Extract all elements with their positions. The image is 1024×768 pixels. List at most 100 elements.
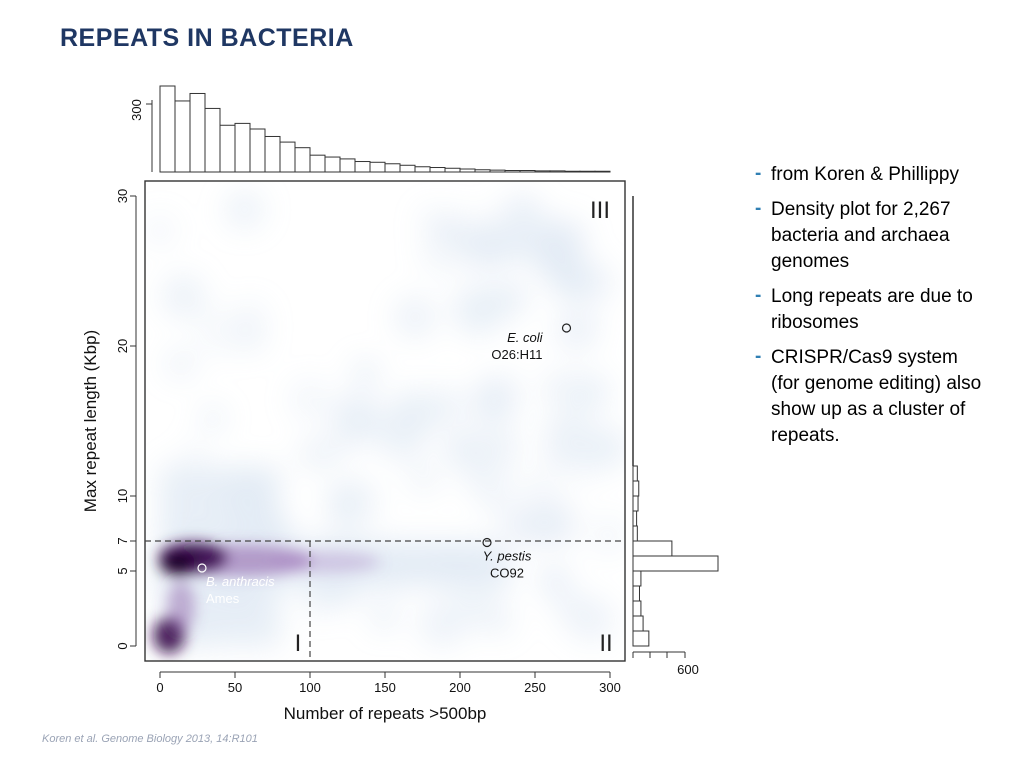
top-histogram-bar: [520, 171, 535, 172]
dash-icon: -: [755, 161, 761, 187]
top-histogram-bar: [190, 93, 205, 172]
annotation-strain: CO92: [490, 566, 524, 581]
density-blob: [371, 603, 398, 630]
density-blob: [570, 372, 610, 412]
dash-icon: -: [755, 196, 761, 222]
y-tick-label: 10: [115, 489, 130, 503]
density-blob: [539, 564, 572, 597]
density-blob: [419, 601, 466, 648]
annotation-strain: Ames: [206, 591, 240, 606]
density-blob: [332, 394, 383, 445]
top-histogram-bar: [550, 171, 565, 172]
density-hotspot: [270, 551, 380, 573]
x-tick-label: 200: [449, 680, 471, 695]
y-tick-label: 30: [115, 189, 130, 203]
annotation-strain: O26:H11: [491, 347, 542, 362]
density-blob: [181, 440, 209, 468]
bullet-item: - Density plot for 2,267 bacteria and arc…: [755, 197, 985, 275]
top-histogram-bar: [355, 162, 370, 172]
density-blob: [377, 414, 425, 462]
density-blob: [586, 426, 629, 469]
top-histogram-bar: [505, 171, 520, 172]
top-histogram-bar: [250, 129, 265, 172]
right-histogram-bar: [633, 586, 639, 601]
y-tick-label: 0: [115, 642, 130, 649]
density-blob: [548, 257, 581, 290]
x-axis-label: Number of repeats >500bp: [284, 704, 487, 723]
top-histogram-bar: [595, 171, 610, 172]
density-blob: [298, 435, 336, 473]
density-blob: [448, 431, 494, 477]
right-histogram-bar: [633, 466, 637, 481]
x-tick-label: 50: [228, 680, 242, 695]
x-tick-label: 150: [374, 680, 396, 695]
top-histogram-tick-label: 300: [129, 99, 144, 121]
density-blob: [165, 349, 195, 379]
right-histogram-tick-label: 600: [677, 662, 699, 677]
bullet-text: Density plot for 2,267 bacteria and arch…: [771, 199, 951, 272]
top-histogram-bar: [415, 167, 430, 172]
annotation-species: B. anthracis: [206, 574, 275, 589]
density-blob: [501, 502, 550, 551]
bullet-text: Long repeats are due to ribosomes: [771, 286, 973, 333]
density-hotspot: [167, 581, 195, 633]
top-histogram-bar: [400, 165, 415, 172]
quadrant-label: III: [590, 197, 610, 224]
top-histogram-bar: [205, 108, 220, 172]
dash-icon: -: [755, 344, 761, 370]
density-blob: [587, 514, 629, 556]
density-blob: [572, 312, 601, 341]
dash-icon: -: [755, 283, 761, 309]
y-tick-label: 7: [115, 537, 130, 544]
density-blob: [394, 296, 437, 339]
x-tick-label: 250: [524, 680, 546, 695]
annotation-species: E. coli: [507, 330, 544, 345]
top-histogram-bar: [370, 162, 385, 172]
density-blob: [509, 193, 537, 221]
top-histogram-bar: [385, 164, 400, 172]
top-histogram-bar: [430, 168, 445, 172]
top-histogram-bar: [220, 125, 235, 172]
quadrant-label: II: [599, 630, 612, 657]
top-histogram-bar: [265, 136, 280, 172]
density-blob: [482, 603, 514, 635]
density-blob: [162, 274, 206, 318]
density-blob: [489, 433, 520, 464]
top-histogram-bar: [175, 101, 190, 172]
y-tick-label: 5: [115, 567, 130, 574]
top-histogram-bar: [580, 171, 595, 172]
top-histogram-bar: [325, 157, 340, 172]
right-histogram-bar: [633, 616, 643, 631]
top-histogram-bar: [565, 171, 580, 172]
density-blob: [289, 379, 330, 420]
right-histogram-bar: [633, 631, 649, 646]
right-histogram-bar: [633, 481, 639, 496]
right-histogram-bar: [633, 571, 641, 586]
top-histogram-bar: [535, 171, 550, 172]
density-blob: [144, 214, 176, 246]
right-histogram-bar: [633, 511, 637, 526]
right-histogram-bar: [633, 526, 637, 541]
top-histogram-bar: [235, 123, 250, 172]
top-histogram-bar: [280, 142, 295, 172]
top-histogram-bar: [340, 159, 355, 172]
density-blob: [407, 462, 440, 495]
top-histogram-bar: [295, 148, 310, 172]
x-tick-label: 0: [156, 680, 163, 695]
top-histogram-bar: [490, 170, 505, 172]
right-histogram-bar: [633, 601, 641, 616]
y-axis-label: Max repeat length (Kbp): [81, 330, 100, 512]
bullet-item: - CRISPR/Cas9 system (for genome editing)…: [755, 345, 985, 449]
bullet-text: from Koren & Phillippy: [771, 164, 959, 185]
top-histogram-bar: [160, 86, 175, 172]
quadrant-label: I: [295, 630, 302, 657]
density-blob: [334, 482, 358, 506]
density-hotspot: [160, 552, 196, 576]
top-histogram: 300: [129, 86, 610, 172]
density-blob: [201, 406, 225, 430]
density-blob: [457, 226, 486, 255]
density-blob: [456, 291, 497, 332]
right-histogram-bar: [633, 556, 718, 571]
density-blob: [352, 359, 380, 387]
top-histogram-bar: [460, 169, 475, 172]
